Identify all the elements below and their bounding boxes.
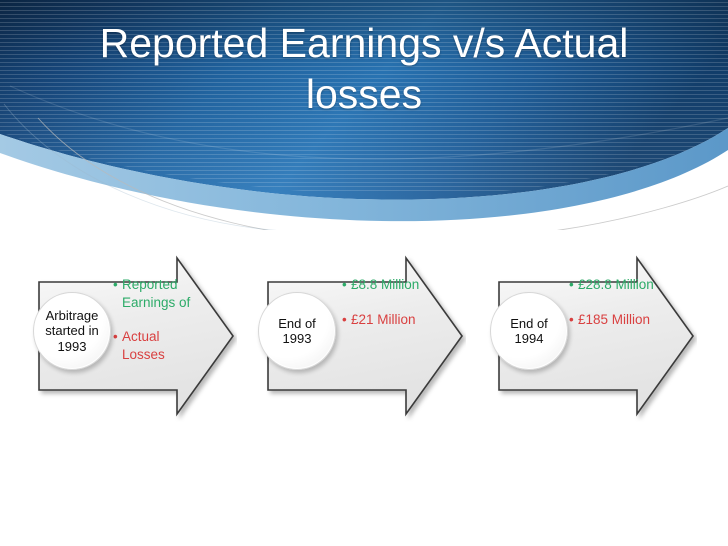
step-2-line-1: • £8.8 Million [342,276,428,294]
step-2-circle[interactable]: End of 1993 [258,292,336,370]
bullet-icon: • [113,277,118,292]
step-2-text: • £8.8 Million • £21 Million [342,276,428,328]
step-1-line-2-text: Actual Losses [122,329,165,362]
step-3-line-2-text: £185 Million [578,311,651,327]
bullet-icon: • [342,277,347,292]
step-3-circle-label: End of 1994 [510,315,548,347]
banner-wave-graphic [0,0,728,230]
step-2-line-2-text: £21 Million [351,311,416,327]
step-1-line-1: • Reported Earnings of [113,276,199,311]
title-banner: Reported Earnings v/s Actual losses [0,0,728,230]
process-step-3[interactable]: • £28.8 Million • £185 Million End of 19… [490,250,697,422]
step-3-circle[interactable]: End of 1994 [490,292,568,370]
process-flow-diagram: • Reported Earnings of • Actual Losses A… [0,250,728,430]
step-1-circle[interactable]: Arbitrage started in 1993 [33,292,111,370]
step-1-text: • Reported Earnings of • Actual Losses [113,276,199,363]
step-3-line-1: • £28.8 Million [569,276,655,294]
process-step-1[interactable]: • Reported Earnings of • Actual Losses A… [33,250,237,422]
step-2-circle-label: End of 1993 [278,315,316,347]
step-1-line-2: • Actual Losses [113,328,199,363]
bullet-icon: • [569,311,574,327]
spacer [569,294,655,311]
step-3-line-1-text: £28.8 Million [578,277,654,292]
step-2-line-1-text: £8.8 Million [351,277,420,292]
bullet-icon: • [113,329,118,344]
bullet-icon: • [569,277,574,292]
step-1-line-1-text: Reported Earnings of [122,277,191,310]
spacer [342,294,428,311]
process-step-2[interactable]: • £8.8 Million • £21 Million End of 1993 [258,250,466,422]
step-3-line-2: • £185 Million [569,311,655,329]
spacer [113,311,199,328]
page-title: Reported Earnings v/s Actual losses [99,20,629,117]
step-2-line-2: • £21 Million [342,311,428,329]
step-1-circle-label: Arbitrage started in 1993 [45,307,99,354]
bullet-icon: • [342,311,347,327]
step-3-text: • £28.8 Million • £185 Million [569,276,655,328]
